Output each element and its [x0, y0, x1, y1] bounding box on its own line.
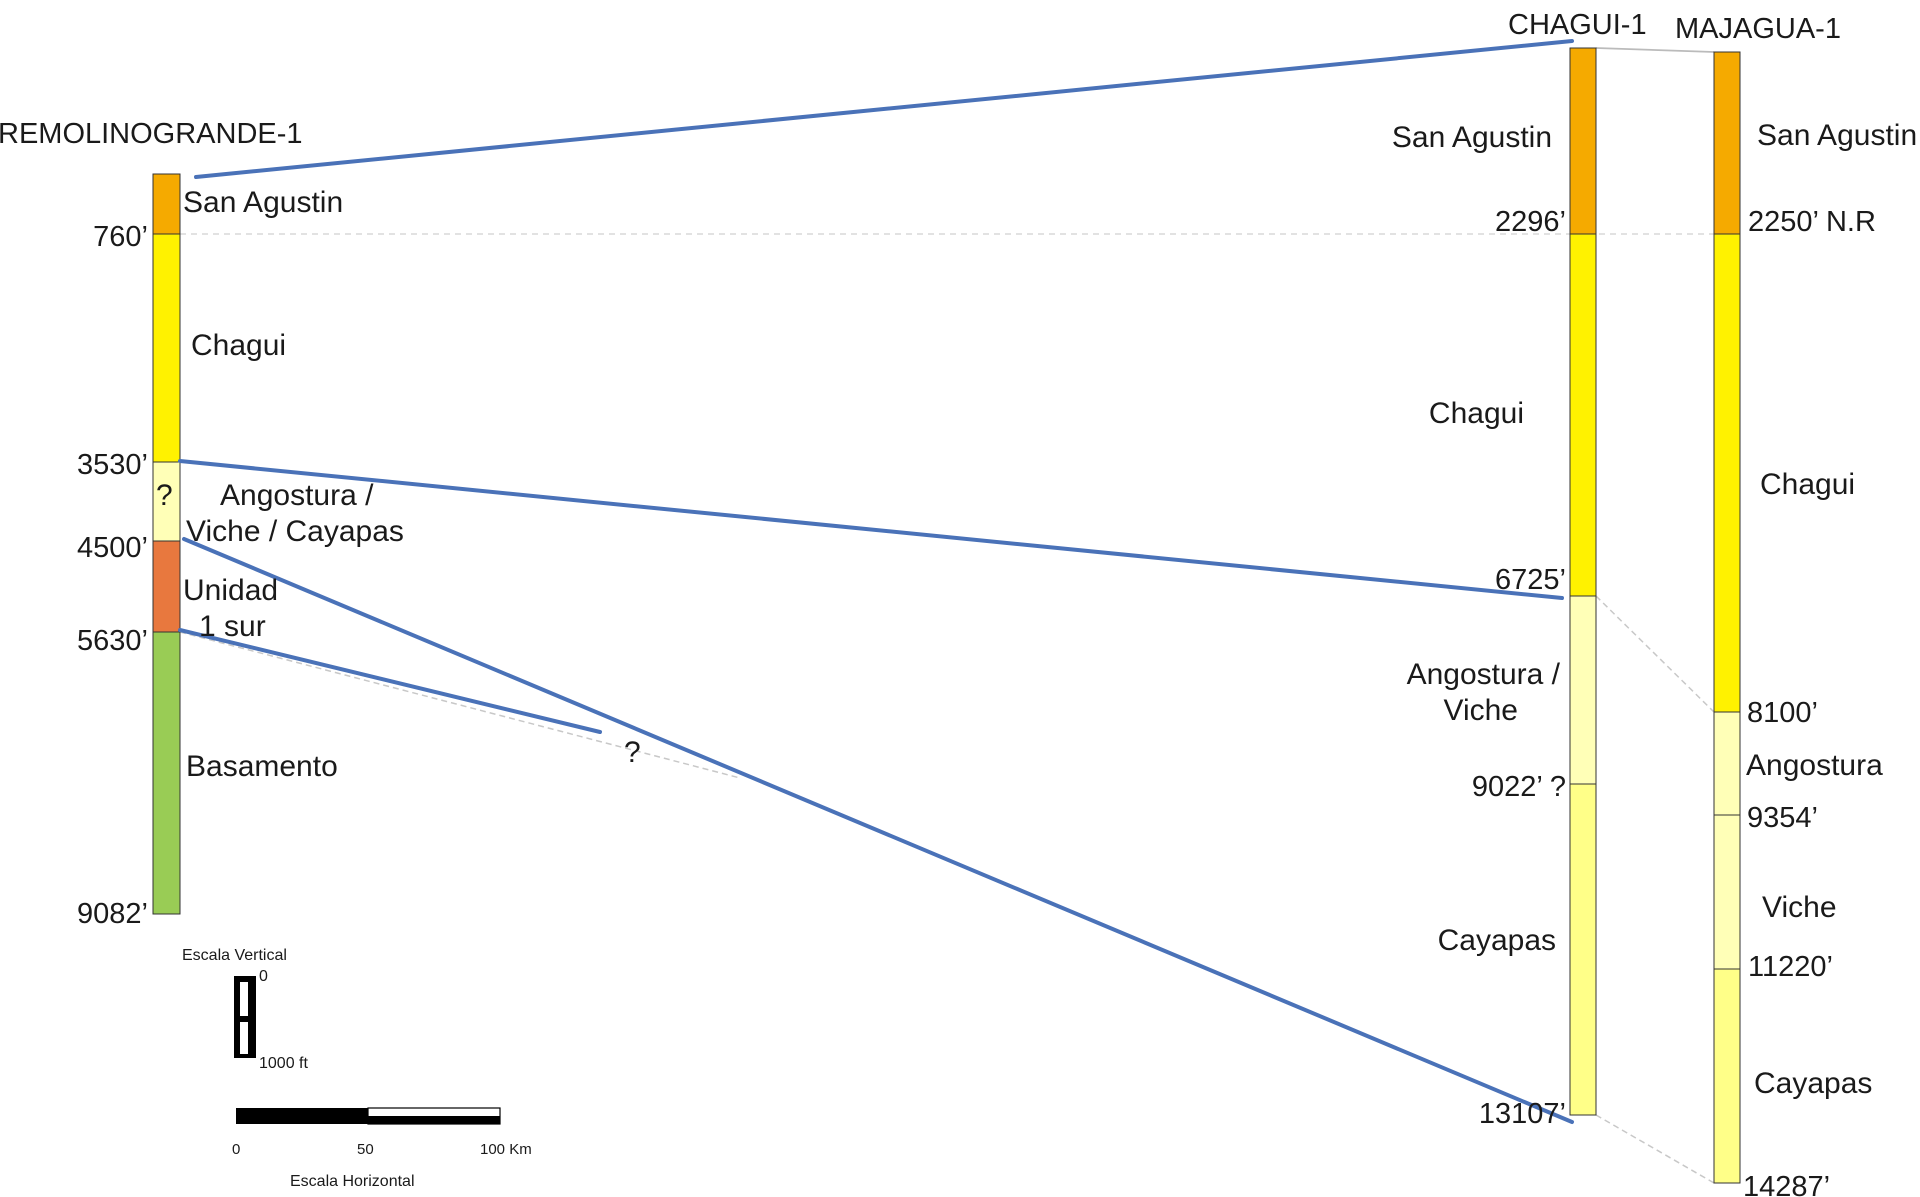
unit-label-angostura-viche: Angostura / Viche: [1407, 658, 1561, 727]
horizontal-scale: 0 50 100 Km Escala Horizontal: [232, 1107, 532, 1190]
vertical-scale-bar-black: [234, 976, 256, 1058]
tie-line-chagui-majagua-base: [1595, 1114, 1715, 1184]
depth-label-11220: 11220’: [1748, 951, 1833, 983]
unit-cayapas: [1713, 968, 1741, 1184]
depth-label-4500: 4500’: [77, 532, 148, 564]
horizontal-scale-tick-label: 100 Km: [480, 1141, 532, 1158]
depth-label-2296: 2296’: [1495, 206, 1566, 238]
unit-label-san-agustin: San Agustin: [1757, 119, 1917, 152]
correlation-line-top-angostura: [178, 459, 1564, 600]
depth-label-6725: 6725’: [1495, 564, 1566, 596]
correlation-line-top-basamento: [178, 628, 602, 734]
well-name-chagui: CHAGUI-1: [1508, 9, 1647, 41]
unit-label-unidad-1-sur: Unidad 1 sur: [183, 574, 278, 643]
unit-angostura: [1713, 711, 1741, 816]
vertical-scale-zero-label: 0: [259, 968, 268, 985]
depth-label-5630: 5630’: [77, 625, 148, 657]
depth-label-8100: 8100’: [1747, 697, 1818, 729]
depth-label-760: 760’: [93, 221, 148, 253]
unit-label-basamento: Basamento: [186, 750, 338, 783]
depth-label-9022: 9022’ ?: [1472, 771, 1566, 803]
unit-san-agustin: [1569, 47, 1597, 235]
well-chagui: [1569, 47, 1597, 1116]
correlation-line-top-san-agustin: [194, 39, 1574, 179]
correlation-line-top-unidad: [182, 537, 1574, 1124]
unit-angostura-viche-cayapas: [152, 461, 181, 542]
horizontal-scale-tick-label: 50: [357, 1141, 374, 1158]
unit-label-viche: Viche: [1762, 891, 1837, 924]
horizontal-scale-title: Escala Horizontal: [290, 1173, 415, 1190]
unit-label-chagui: Chagui: [191, 329, 286, 362]
unit-label-san-agustin: San Agustin: [183, 186, 343, 219]
horizontal-scale-segment-black: [236, 1108, 368, 1124]
depth-label-9354: 9354’: [1747, 802, 1818, 834]
tie-lines: [179, 47, 1730, 1184]
depth-label-2250: 2250’ N.R: [1748, 206, 1876, 238]
unit-label-question: ?: [156, 479, 173, 512]
vertical-scale-bar-white: [240, 1022, 248, 1054]
well-name-majagua: MAJAGUA-1: [1675, 13, 1841, 45]
unit-label-cayapas: Cayapas: [1438, 924, 1556, 957]
unit-san-agustin: [1713, 51, 1741, 235]
vertical-scale-title: Escala Vertical: [182, 947, 287, 964]
unit-chagui: [1713, 233, 1741, 713]
tie-line-chagui-majagua-top: [1595, 47, 1715, 53]
unit-label-chagui: Chagui: [1760, 468, 1855, 501]
unit-label-angostura: Angostura: [1746, 749, 1883, 782]
unit-label-chagui: Chagui: [1429, 397, 1524, 430]
unit-san-agustin: [152, 173, 181, 235]
depth-label-9082: 9082’: [77, 898, 148, 930]
unit-cayapas: [1569, 783, 1597, 1116]
depth-label-14287: 14287’: [1743, 1171, 1830, 1197]
unit-unidad-1-sur: [152, 540, 181, 633]
correlation-question-mark: ?: [624, 736, 641, 769]
horizontal-scale-tick-label: 0: [232, 1141, 240, 1158]
tie-line-chagui-majagua-angostura: [1595, 595, 1715, 713]
unit-chagui: [1569, 233, 1597, 597]
unit-viche: [1713, 814, 1741, 970]
unit-basamento: [152, 631, 181, 915]
horizontal-scale-segment-black: [368, 1116, 500, 1124]
vertical-scale-max-label: 1000 ft: [259, 1055, 308, 1072]
depth-label-13107: 13107’: [1479, 1098, 1566, 1130]
tie-line-basamento-dashed: [179, 631, 741, 779]
well-remolinogrande: [152, 173, 181, 915]
vertical-scale-bar-white: [240, 982, 248, 1016]
unit-angostura-viche: [1569, 595, 1597, 785]
well-majagua: [1713, 51, 1741, 1184]
vertical-scale: Escala Vertical 0 1000 ft: [182, 947, 308, 1072]
depth-label-3530: 3530’: [77, 449, 148, 481]
well-name-remolinogrande: REMOLINOGRANDE-1: [0, 118, 303, 150]
unit-label-cayapas: Cayapas: [1754, 1067, 1872, 1100]
unit-label-san-agustin: San Agustin: [1392, 121, 1552, 154]
correlation-lines: [178, 39, 1574, 1124]
unit-label-angostura-viche-cayapas: Angostura / Viche / Cayapas: [186, 479, 404, 548]
unit-chagui: [152, 233, 181, 463]
